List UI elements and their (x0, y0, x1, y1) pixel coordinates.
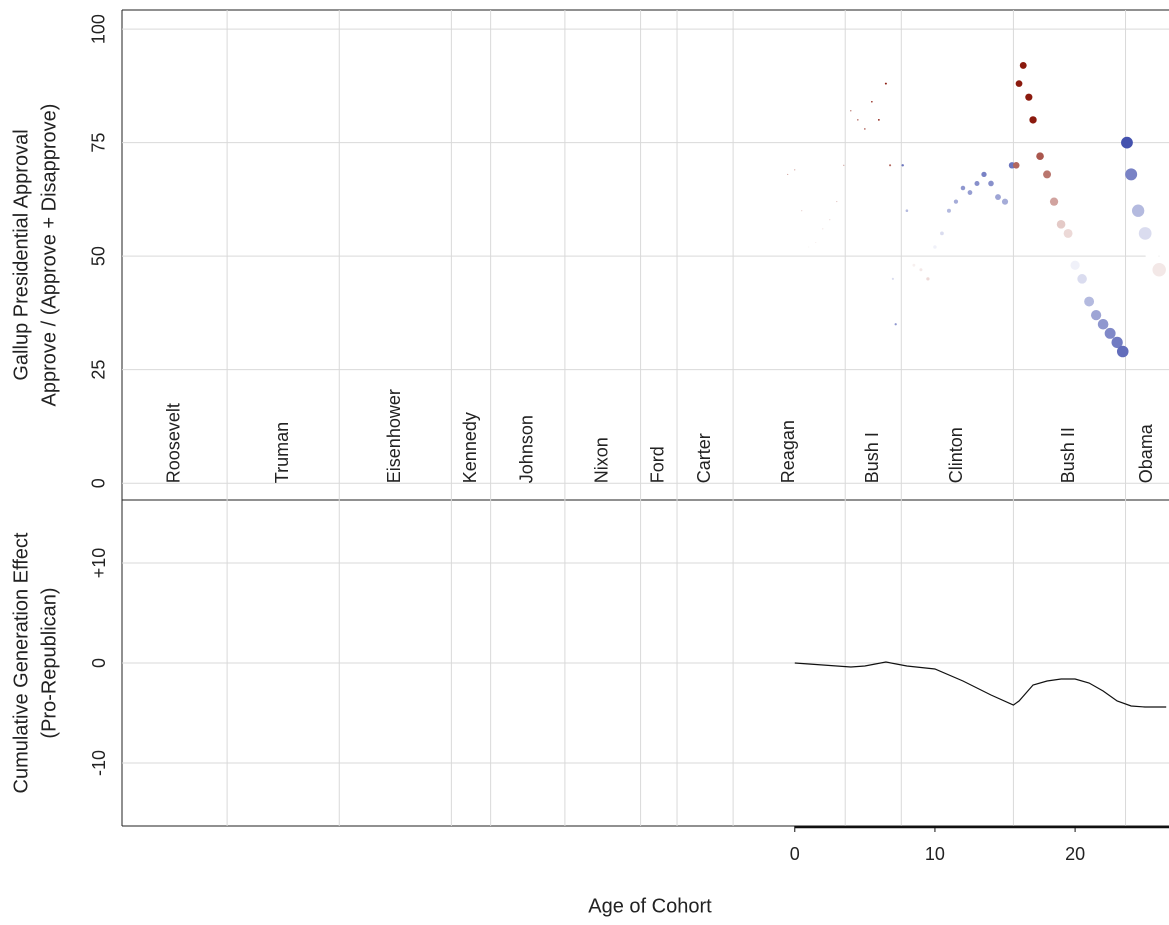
approval-point (1012, 162, 1020, 169)
approval-point (912, 263, 916, 267)
approval-point (1029, 116, 1037, 124)
y-tick-label: 75 (89, 133, 109, 153)
approval-point (871, 100, 873, 103)
approval-point (960, 185, 966, 191)
approval-point (905, 209, 909, 213)
president-label: Roosevelt (163, 403, 183, 483)
approval-point (1084, 296, 1095, 307)
approval-point (836, 201, 838, 203)
approval-point (1049, 197, 1059, 206)
y-tick-label: 50 (89, 246, 109, 266)
y-tick-label: 25 (89, 360, 109, 380)
approval-point (946, 208, 951, 213)
approval-point (1019, 61, 1027, 69)
y-axis-title: Approve / (Approve + Disapprove) (38, 104, 60, 407)
x-tick-label: 0 (790, 844, 800, 864)
approval-point (864, 128, 866, 130)
y-axis-title: (Pro-Republican) (38, 587, 60, 738)
y-axis-title: Gallup Presidential Approval (10, 129, 32, 380)
approval-point (877, 119, 880, 121)
approval-point (884, 82, 887, 85)
approval-point (1145, 249, 1159, 263)
approval-point (894, 323, 897, 326)
approval-point (1015, 80, 1023, 87)
approval-point (1036, 152, 1044, 161)
president-label: Nixon (592, 437, 612, 483)
president-label: Bush I (862, 432, 882, 483)
approval-point (901, 164, 904, 167)
x-tick-label: 10 (925, 844, 945, 864)
approval-point (1063, 228, 1073, 238)
x-tick-label: 20 (1065, 844, 1085, 864)
approval-point (926, 277, 930, 281)
approval-point (843, 164, 845, 166)
president-label: Bush II (1058, 427, 1078, 483)
approval-point (1043, 170, 1052, 179)
y-tick-label: -10 (89, 750, 109, 776)
x-axis-title: Age of Cohort (588, 895, 712, 917)
approval-point (889, 164, 892, 167)
approval-point (1116, 345, 1129, 358)
president-label: Kennedy (460, 412, 480, 483)
approval-point (1056, 220, 1066, 229)
approval-point (919, 268, 923, 272)
y-axis-title: Cumulative Generation Effect (10, 532, 32, 793)
approval-point (794, 169, 796, 171)
approval-point (815, 242, 817, 244)
approval-point (988, 180, 994, 187)
approval-point (1125, 168, 1138, 181)
approval-point (822, 228, 824, 230)
y-tick-label: +10 (89, 548, 109, 579)
approval-point (1077, 274, 1087, 284)
approval-point (1131, 204, 1145, 217)
approval-point (850, 110, 852, 112)
y-tick-label: 0 (89, 658, 109, 668)
y-tick-label: 0 (89, 478, 109, 488)
generation-effect-line (794, 661, 1167, 708)
president-label: Clinton (946, 427, 966, 483)
approval-point (857, 119, 859, 121)
approval-point (829, 219, 831, 221)
president-label: Reagan (778, 420, 798, 483)
approval-point (891, 277, 894, 280)
approval-point (808, 246, 810, 248)
approval-point (1090, 310, 1102, 321)
approval-point (967, 190, 973, 195)
approval-point (801, 210, 803, 212)
approval-point (1121, 136, 1133, 149)
approval-point (933, 245, 937, 249)
approval-point (1070, 260, 1080, 270)
president-label: Johnson (517, 415, 537, 483)
approval-point (1097, 318, 1109, 330)
approval-point (953, 199, 959, 204)
approval-point (1104, 327, 1116, 339)
approval-point (1111, 336, 1123, 349)
approval-point (1001, 198, 1009, 205)
president-label: Obama (1136, 423, 1156, 483)
approval-point (995, 194, 1001, 201)
approval-point (1152, 263, 1166, 277)
president-label: Ford (648, 446, 668, 483)
approval-point (1159, 249, 1169, 264)
approval-point (974, 180, 980, 186)
approval-point (981, 171, 987, 178)
president-label: Eisenhower (384, 389, 404, 483)
approval-point (1025, 93, 1033, 101)
approval-point (787, 173, 789, 175)
president-label: Carter (694, 433, 714, 483)
approval-point (1138, 227, 1152, 240)
y-tick-label: 100 (89, 14, 109, 44)
president-label: Truman (272, 422, 292, 483)
approval-point (940, 231, 944, 236)
